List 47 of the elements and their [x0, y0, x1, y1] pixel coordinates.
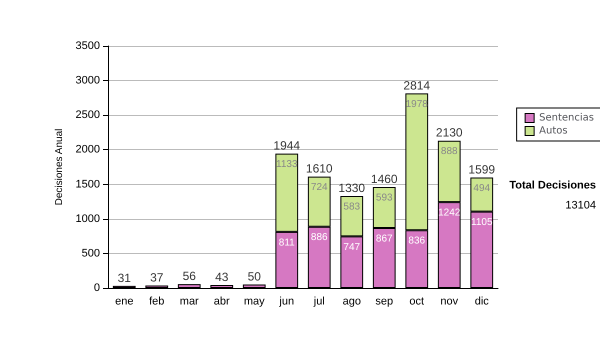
- y-axis-title: Decisiones Anual: [54, 128, 66, 206]
- total-label: 1599: [468, 162, 496, 176]
- data-label: 886: [310, 232, 328, 244]
- total-label: 56: [182, 269, 196, 284]
- data-label: 494: [473, 182, 491, 194]
- data-label: 811: [278, 237, 296, 248]
- total-label: 1610: [306, 162, 333, 176]
- total-label: 1460: [370, 172, 398, 186]
- x-tick-label: ene: [115, 296, 134, 308]
- x-tick-label: sep: [375, 296, 394, 308]
- y-tick-label: 3500: [76, 40, 100, 52]
- legend-label: Autos: [539, 126, 568, 136]
- text: 13104: [565, 200, 596, 212]
- total-label: 37: [150, 270, 164, 284]
- total-label: 1944: [273, 138, 300, 153]
- x-tick-label: nov: [440, 296, 459, 308]
- x-tick-label: mar: [180, 296, 200, 308]
- data-label: 747: [343, 242, 361, 253]
- y-tick-label: 2000: [76, 144, 100, 156]
- legend-label: Sentencias: [539, 112, 594, 124]
- y-tick-label: 0: [94, 282, 100, 294]
- total-label: 2814: [403, 78, 430, 92]
- data-label: 836: [408, 236, 426, 247]
- x-tick-label: feb: [149, 296, 164, 308]
- x-tick-label: ago: [342, 296, 361, 308]
- total-label: 2130: [436, 126, 463, 140]
- x-tick-label: dic: [474, 296, 490, 308]
- x-tick-label: may: [244, 296, 266, 308]
- data-label: 593: [376, 192, 394, 204]
- x-tick-label: jul: [312, 296, 325, 308]
- y-tick-label: 500: [82, 247, 100, 260]
- data-label: 867: [376, 234, 394, 245]
- data-label: 888: [440, 146, 458, 158]
- y-tick-label: 1000: [76, 212, 100, 225]
- y-tick-label: 1500: [76, 178, 100, 190]
- x-tick-label: jun: [278, 296, 294, 308]
- y-tick-label: 3000: [76, 74, 100, 87]
- x-tick-label: oct: [409, 296, 424, 308]
- data-label: 583: [343, 202, 361, 213]
- data-label: 724: [310, 182, 328, 194]
- total-label: 43: [215, 270, 229, 284]
- text: Total Decisiones: [509, 180, 596, 192]
- x-tick-label: abr: [214, 296, 230, 308]
- y-tick-label: 2500: [76, 109, 100, 122]
- total-label: 50: [248, 270, 262, 284]
- total-label: 31: [118, 270, 132, 285]
- total-label: 1330: [338, 181, 366, 196]
